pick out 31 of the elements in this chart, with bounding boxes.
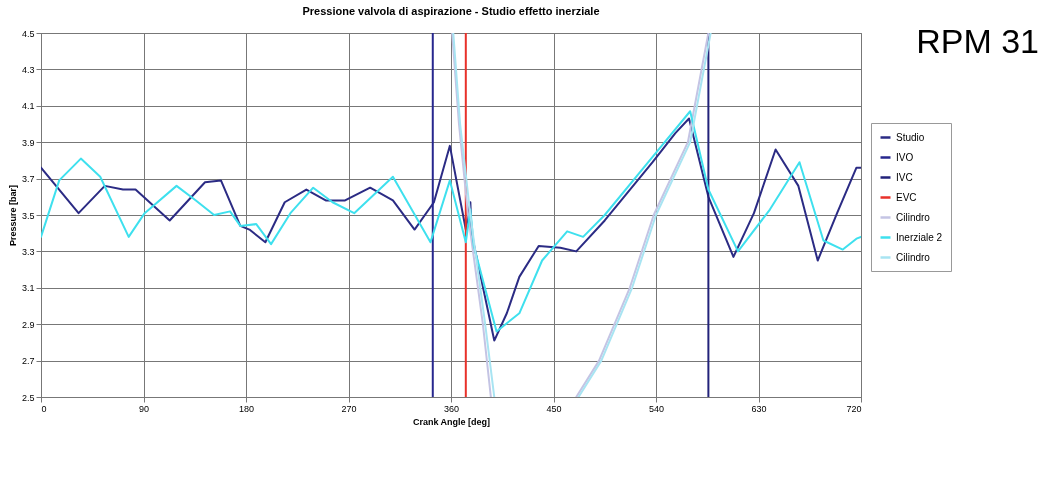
y-tick-label: 2.7 bbox=[21, 356, 35, 367]
x-tick-label: 360 bbox=[443, 403, 460, 414]
y-tick-label: 4.1 bbox=[21, 101, 35, 112]
y-tick-label: 3.7 bbox=[21, 174, 35, 185]
y-tick-label: 3.3 bbox=[21, 246, 35, 257]
y-tick-label: 3.9 bbox=[21, 137, 35, 148]
chart-title: Pressione valvola di aspirazione - Studio effetto inerziale bbox=[302, 5, 600, 17]
x-axis-title: Crank Angle [deg] bbox=[412, 416, 491, 427]
y-tick-label: 4.5 bbox=[21, 28, 35, 39]
legend-label: Cilindro bbox=[896, 211, 931, 223]
y-tick-label: 4.3 bbox=[21, 64, 35, 75]
x-tick-label: 0 bbox=[41, 403, 47, 414]
x-tick-label: 720 bbox=[846, 403, 862, 414]
legend-label: Cilindro bbox=[896, 251, 931, 263]
x-tick-label: 180 bbox=[238, 403, 255, 414]
y-tick-label: 2.5 bbox=[21, 392, 35, 403]
legend-label: EVC bbox=[896, 191, 917, 203]
y-tick-label: 3.1 bbox=[21, 283, 35, 294]
x-tick-label: 630 bbox=[751, 403, 767, 414]
x-tick-label: 450 bbox=[546, 403, 562, 414]
legend-label: IVO bbox=[896, 151, 914, 163]
text: RPM 31 bbox=[916, 22, 1039, 61]
legend-label: IVC bbox=[896, 171, 913, 183]
legend-label: Studio bbox=[896, 131, 925, 143]
legend-label: Inerziale 2 bbox=[896, 231, 943, 243]
x-tick-label: 270 bbox=[341, 403, 357, 414]
y-tick-label: 2.9 bbox=[21, 319, 35, 330]
y-tick-label: 3.5 bbox=[21, 210, 35, 221]
x-tick-label: 540 bbox=[648, 403, 665, 414]
y-axis-title: Pressure [bar] bbox=[7, 184, 18, 247]
x-tick-label: 90 bbox=[138, 403, 150, 414]
